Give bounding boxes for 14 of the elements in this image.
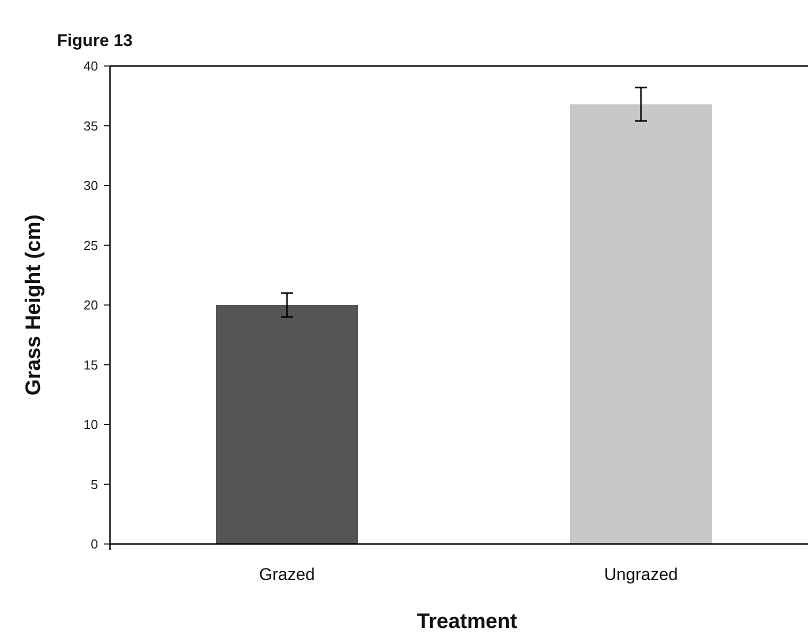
y-tick-label: 30 [84,178,98,194]
y-tick-label: 40 [84,58,98,74]
y-tick-label: 25 [84,238,98,253]
x-tick-label: Ungrazed [604,565,678,584]
y-tick-label: 5 [90,476,98,492]
chart-title: Figure 13 [57,31,133,50]
y-tick-label: 15 [84,357,98,372]
y-tick-label: 20 [84,298,98,313]
x-tick-label: Grazed [259,565,315,584]
y-tick-label: 0 [90,536,98,552]
x-axis-title: Treatment [416,610,518,633]
y-tick-label: 35 [84,118,98,134]
y-axis-title: Grass Height (cm) [22,214,45,396]
y-tick-label: 10 [84,417,98,432]
